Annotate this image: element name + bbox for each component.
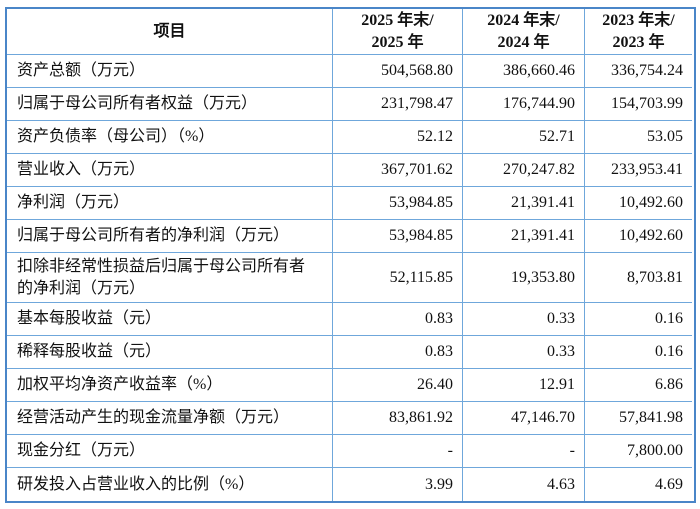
financial-summary-table: 项目 2025 年末/ 2025 年 2024 年末/ 2024 年 2023 … [5,7,696,503]
value-2024: 12.91 [463,369,585,402]
value-2024: 21,391.41 [463,187,585,220]
row-label: 加权平均净资产收益率（%） [7,369,333,402]
value-2023: 53.05 [585,121,692,154]
value-2023: 0.16 [585,303,692,336]
value-2024: 176,744.90 [463,88,585,121]
value-2025: 504,568.80 [333,55,463,88]
row-label: 资产负债率（母公司）（%） [7,121,333,154]
value-2024: 270,247.82 [463,154,585,187]
value-2023: 6.86 [585,369,692,402]
value-2024: 0.33 [463,303,585,336]
row-label: 现金分红（万元） [7,435,333,468]
value-2023: 10,492.60 [585,220,692,253]
row-label: 归属于母公司所有者权益（万元） [7,88,333,121]
value-2025: 53,984.85 [333,187,463,220]
value-2023: 233,953.41 [585,154,692,187]
value-2025: 231,798.47 [333,88,463,121]
header-2023: 2023 年末/ 2023 年 [585,9,692,55]
row-label: 净利润（万元） [7,187,333,220]
value-2024: 47,146.70 [463,402,585,435]
row-label: 营业收入（万元） [7,154,333,187]
value-2025: - [333,435,463,468]
value-2024: 4.63 [463,468,585,501]
value-2025: 367,701.62 [333,154,463,187]
value-2023: 57,841.98 [585,402,692,435]
row-label: 资产总额（万元） [7,55,333,88]
value-2023: 10,492.60 [585,187,692,220]
row-label: 稀释每股收益（元） [7,336,333,369]
value-2025: 0.83 [333,303,463,336]
value-2024: 0.33 [463,336,585,369]
row-label: 研发投入占营业收入的比例（%） [7,468,333,501]
value-2023: 8,703.81 [585,253,692,303]
value-2025: 53,984.85 [333,220,463,253]
header-2025: 2025 年末/ 2025 年 [333,9,463,55]
row-label: 扣除非经常性损益后归属于母公司所有者 的净利润（万元） [7,253,333,303]
value-2023: 336,754.24 [585,55,692,88]
value-2025: 83,861.92 [333,402,463,435]
value-2023: 0.16 [585,336,692,369]
value-2025: 0.83 [333,336,463,369]
value-2024: - [463,435,585,468]
value-2023: 4.69 [655,475,683,493]
value-2025: 26.40 [333,369,463,402]
value-2024: 386,660.46 [463,55,585,88]
value-2024: 19,353.80 [463,253,585,303]
value-2024: 21,391.41 [463,220,585,253]
row-label: 基本每股收益（元） [7,303,333,336]
row-label: 经营活动产生的现金流量净额（万元） [7,402,333,435]
value-2025: 52.12 [333,121,463,154]
row-label: 归属于母公司所有者的净利润（万元） [7,220,333,253]
value-2025: 52,115.85 [333,253,463,303]
value-2023: 7,800.00 [585,435,692,468]
value-2024: 52.71 [463,121,585,154]
header-item: 项目 [7,9,333,55]
value-2025: 3.99 [333,468,463,501]
value-2023: 154,703.99 [585,88,692,121]
header-2024: 2024 年末/ 2024 年 [463,9,585,55]
